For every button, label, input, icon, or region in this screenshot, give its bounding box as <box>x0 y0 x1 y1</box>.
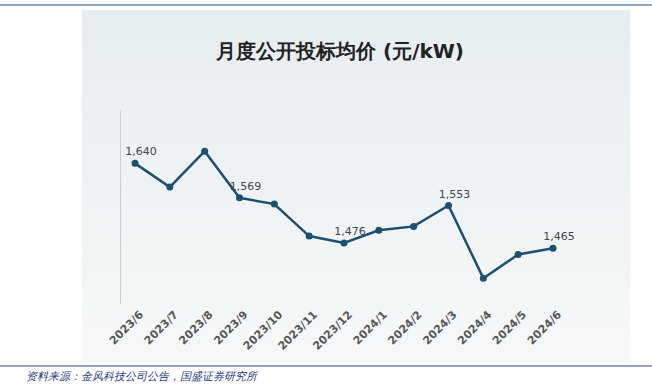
x-tick-label: 2024/1 <box>351 308 390 347</box>
x-tick-label: 2023/8 <box>177 308 216 347</box>
y-axis-line <box>120 111 121 305</box>
x-tick: 2024/1 <box>351 308 390 347</box>
x-tick-label: 2024/4 <box>455 308 494 347</box>
data-label: 1,553 <box>439 188 471 201</box>
point <box>201 148 208 155</box>
point <box>166 184 173 191</box>
x-tick: 2023/7 <box>142 308 181 347</box>
line <box>135 151 553 278</box>
point <box>236 194 243 201</box>
x-tick-label: 2023/7 <box>142 308 181 347</box>
point <box>341 239 348 246</box>
x-tick: 2024/4 <box>455 308 494 347</box>
x-axis: 2023/62023/72023/82023/92023/102023/1120… <box>107 308 564 353</box>
point <box>375 227 382 234</box>
x-tick-label: 2024/6 <box>525 308 564 347</box>
y-axis <box>120 111 121 305</box>
plot-area <box>132 148 557 282</box>
source: 资料来源：金风科技公司公告，国盛证券研究所 <box>26 370 259 383</box>
point <box>550 245 557 252</box>
chart: 月度公开投标均价 (元/kW) 2023/62023/72023/82023/92… <box>0 0 652 386</box>
x-tick-label: 2024/5 <box>490 308 529 347</box>
background <box>82 10 630 362</box>
x-tick: 2024/6 <box>525 308 564 347</box>
x-tick-label: 2024/3 <box>420 308 459 347</box>
x-tick-label: 2023/6 <box>107 308 146 347</box>
x-tick: 2024/3 <box>420 308 459 347</box>
data-label: 1,569 <box>230 180 262 193</box>
title: 月度公开投标均价 (元/kW) <box>215 39 464 63</box>
point <box>515 251 522 258</box>
x-tick-label: 2023/12 <box>310 308 355 353</box>
x-tick: 2023/8 <box>177 308 216 347</box>
x-tick: 2023/12 <box>310 308 355 353</box>
x-tick: 2024/5 <box>490 308 529 347</box>
x-tick: 2024/2 <box>386 308 425 347</box>
data-label: 1,465 <box>543 230 575 243</box>
point <box>271 201 278 208</box>
x-tick: 2023/6 <box>107 308 146 347</box>
data-label: 1,476 <box>334 225 366 238</box>
point <box>445 202 452 209</box>
point <box>410 223 417 230</box>
bottom-rule <box>0 366 652 367</box>
x-tick-label: 2024/2 <box>386 308 425 347</box>
point <box>306 233 313 240</box>
data-label: 1,640 <box>125 145 157 158</box>
data-labels: 1,640 1,569 1,476 1,553 1,465 <box>125 145 575 243</box>
point <box>480 275 487 282</box>
top-rule <box>0 5 652 6</box>
point <box>132 160 139 167</box>
